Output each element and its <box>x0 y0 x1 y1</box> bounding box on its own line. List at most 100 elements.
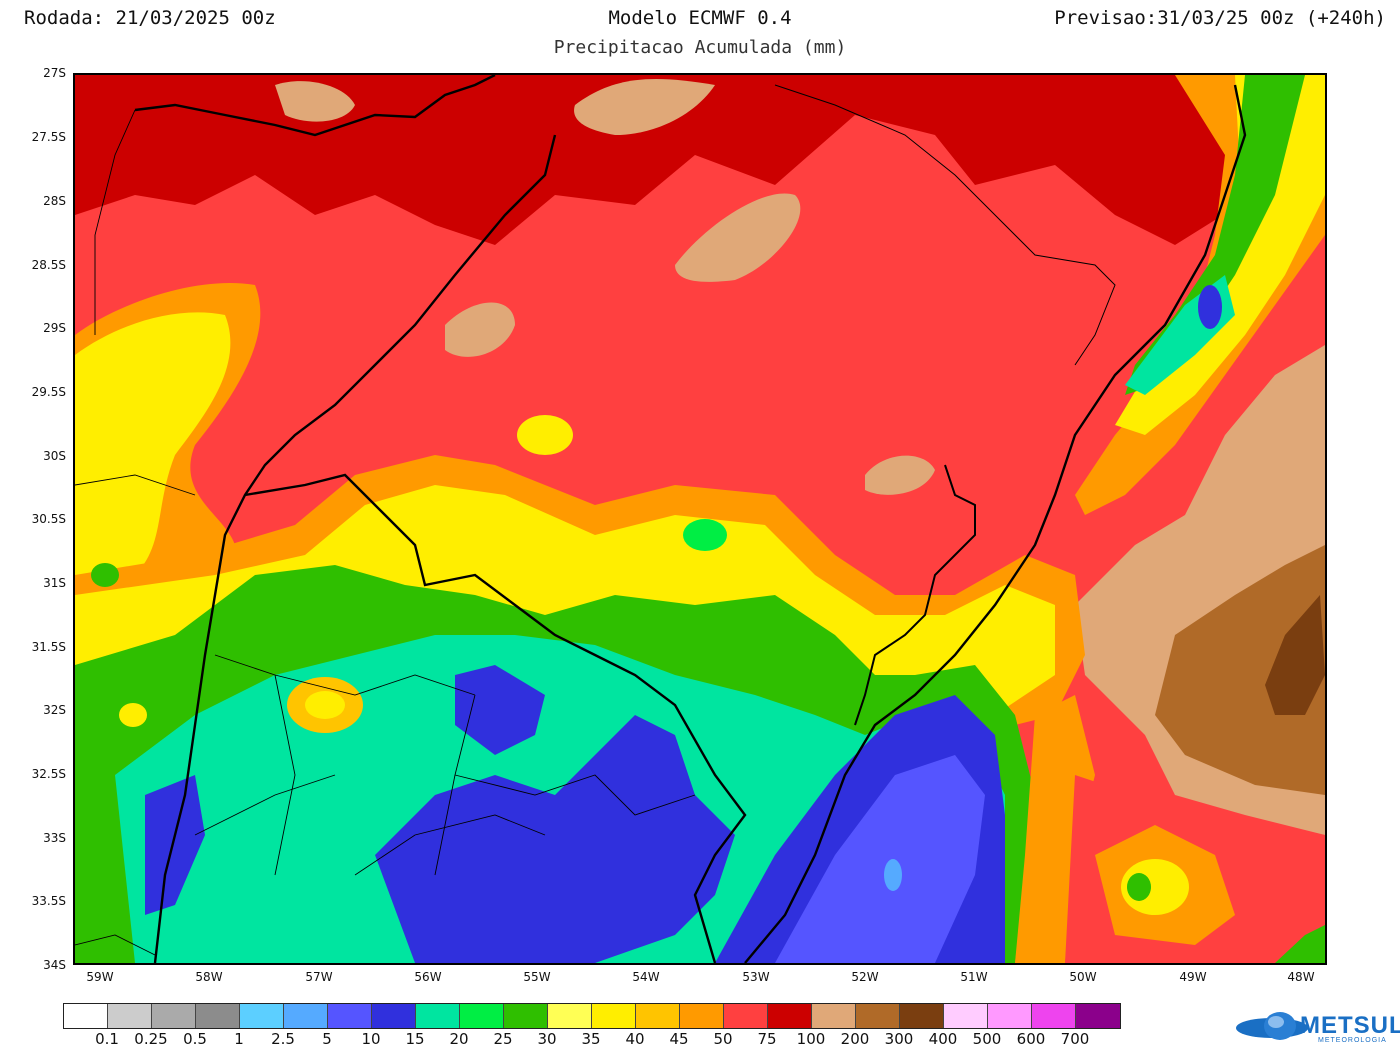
legend-swatch <box>856 1004 900 1028</box>
precipitation-map <box>73 73 1327 965</box>
field-yellow-se <box>1121 859 1189 915</box>
legend-swatch <box>768 1004 812 1028</box>
lon-label: 59W <box>86 970 114 984</box>
field-tan-north-3 <box>675 193 801 282</box>
legend-swatch <box>152 1004 196 1028</box>
legend-swatch <box>240 1004 284 1028</box>
border-line-south <box>244 473 747 963</box>
border-line-brazil-argentina <box>134 75 496 137</box>
legend-swatch <box>680 1004 724 1028</box>
field-tan-north-1 <box>574 79 715 135</box>
legend-swatch <box>196 1004 240 1028</box>
legend-label: 700 <box>1060 1030 1090 1048</box>
field-green-se2 <box>1275 925 1325 963</box>
lagoa-dos-patos <box>854 464 976 726</box>
lat-label: 29S <box>43 321 66 335</box>
field-blue-southcentral <box>375 715 735 963</box>
field-tan-north-2 <box>275 81 355 122</box>
legend-label: 40 <box>625 1030 645 1048</box>
field-dark-red-north <box>75 75 1325 245</box>
legend-swatch <box>504 1004 548 1028</box>
lon-label: 48W <box>1287 970 1315 984</box>
legend-swatch <box>284 1004 328 1028</box>
lon-label: 51W <box>960 970 988 984</box>
legend-label: 5 <box>322 1030 332 1048</box>
legend-swatch <box>1032 1004 1076 1028</box>
coastline <box>744 84 1247 963</box>
legend-swatch <box>636 1004 680 1028</box>
legend-label: 600 <box>1016 1030 1046 1048</box>
legend-swatch <box>460 1004 504 1028</box>
logo-sub: METEOROLOGIA <box>1318 1037 1387 1044</box>
legend-swatch <box>988 1004 1032 1028</box>
legend-label: 20 <box>449 1030 469 1048</box>
field-blue-central <box>455 665 545 755</box>
border-line-uruguay <box>153 134 557 963</box>
legend-label: 0.1 <box>95 1030 119 1048</box>
lon-label: 56W <box>414 970 442 984</box>
legend-label: 0.5 <box>183 1030 207 1048</box>
field-green-east <box>1125 75 1305 395</box>
legend-swatch <box>812 1004 856 1028</box>
legend-label: 2.5 <box>271 1030 295 1048</box>
field-dark-brown-east <box>1265 595 1325 715</box>
lon-label: 50W <box>1069 970 1097 984</box>
color-scale-legend <box>63 1003 1121 1029</box>
map-subtitle: Precipitacao Acumulada (mm) <box>553 37 847 58</box>
lat-label: 30S <box>43 449 66 463</box>
field-green-se <box>1127 873 1151 901</box>
legend-label: 45 <box>669 1030 689 1048</box>
field-green-spot-1 <box>683 519 727 551</box>
legend-label: 35 <box>581 1030 601 1048</box>
legend-label: 30 <box>537 1030 557 1048</box>
field-blue-south <box>145 775 205 915</box>
lat-label: 27.5S <box>31 130 66 144</box>
field-yellow-spot-1 <box>305 691 345 719</box>
legend-label: 100 <box>796 1030 826 1048</box>
field-tan-north-5 <box>865 455 935 495</box>
legend-swatch <box>724 1004 768 1028</box>
lon-label: 54W <box>632 970 660 984</box>
map-canvas <box>75 75 1325 963</box>
field-orange-southeast <box>1015 695 1095 963</box>
lat-label: 27S <box>43 66 66 80</box>
legend-swatch <box>328 1004 372 1028</box>
field-yellow-west <box>75 312 231 575</box>
legend-swatch <box>372 1004 416 1028</box>
legend-swatch <box>64 1004 108 1028</box>
field-brown-east <box>1155 545 1325 795</box>
legend-swatch <box>416 1004 460 1028</box>
state-line-sc <box>774 84 1116 366</box>
lat-label: 32.5S <box>31 767 66 781</box>
legend-swatch <box>944 1004 988 1028</box>
lat-label: 31S <box>43 576 66 590</box>
lat-label: 33S <box>43 831 66 845</box>
legend-label: 15 <box>405 1030 425 1048</box>
legend-swatch <box>592 1004 636 1028</box>
lon-label: 55W <box>523 970 551 984</box>
legend-label: 25 <box>493 1030 513 1048</box>
lat-label: 31.5S <box>31 640 66 654</box>
legend-label: 0.25 <box>134 1030 168 1048</box>
field-midblue-southeast <box>775 755 985 963</box>
field-yellow-spot-2 <box>517 415 573 455</box>
model-title: Modelo ECMWF 0.4 <box>608 7 792 29</box>
field-blue-east <box>1198 285 1222 329</box>
lon-label: 52W <box>851 970 879 984</box>
lat-label: 33.5S <box>31 894 66 908</box>
legend-label: 400 <box>928 1030 958 1048</box>
lat-label: 28.5S <box>31 258 66 272</box>
legend-label: 75 <box>757 1030 777 1048</box>
lat-label: 32S <box>43 703 66 717</box>
legend-label: 10 <box>361 1030 381 1048</box>
legend-swatch <box>1076 1004 1120 1028</box>
lon-label: 58W <box>195 970 223 984</box>
field-lightblue-spot <box>884 859 902 891</box>
lat-label: 29.5S <box>31 385 66 399</box>
legend-label: 500 <box>972 1030 1002 1048</box>
field-green-spot-2 <box>91 563 119 587</box>
lat-label: 28S <box>43 194 66 208</box>
dept-lines <box>75 109 696 956</box>
lon-label: 53W <box>742 970 770 984</box>
forecast-label: Previsao:31/03/25 00z (+240h) <box>1054 7 1386 29</box>
